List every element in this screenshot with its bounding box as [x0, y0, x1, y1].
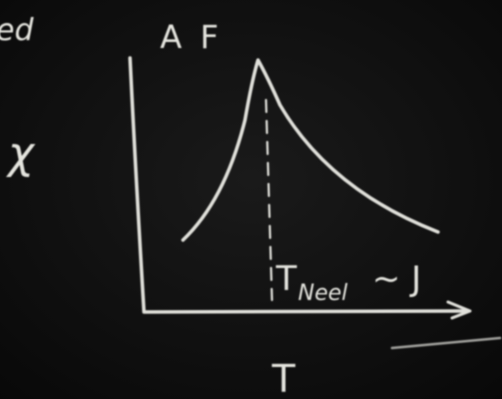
title: A F: [160, 18, 222, 56]
y-label: χ: [6, 128, 36, 179]
x-label: T: [271, 357, 296, 399]
annotation-subscript: Neel: [298, 281, 348, 306]
board-surface: [0, 0, 502, 399]
blackboard: ed A F χ T Neel ~ J T: [0, 0, 502, 399]
annotation-relation: ~ J: [372, 259, 421, 299]
annotation-symbol: T: [275, 259, 297, 299]
corner-text: ed: [0, 13, 34, 48]
page: ed A F χ T Neel ~ J T (() => { const dat…: [0, 0, 502, 399]
